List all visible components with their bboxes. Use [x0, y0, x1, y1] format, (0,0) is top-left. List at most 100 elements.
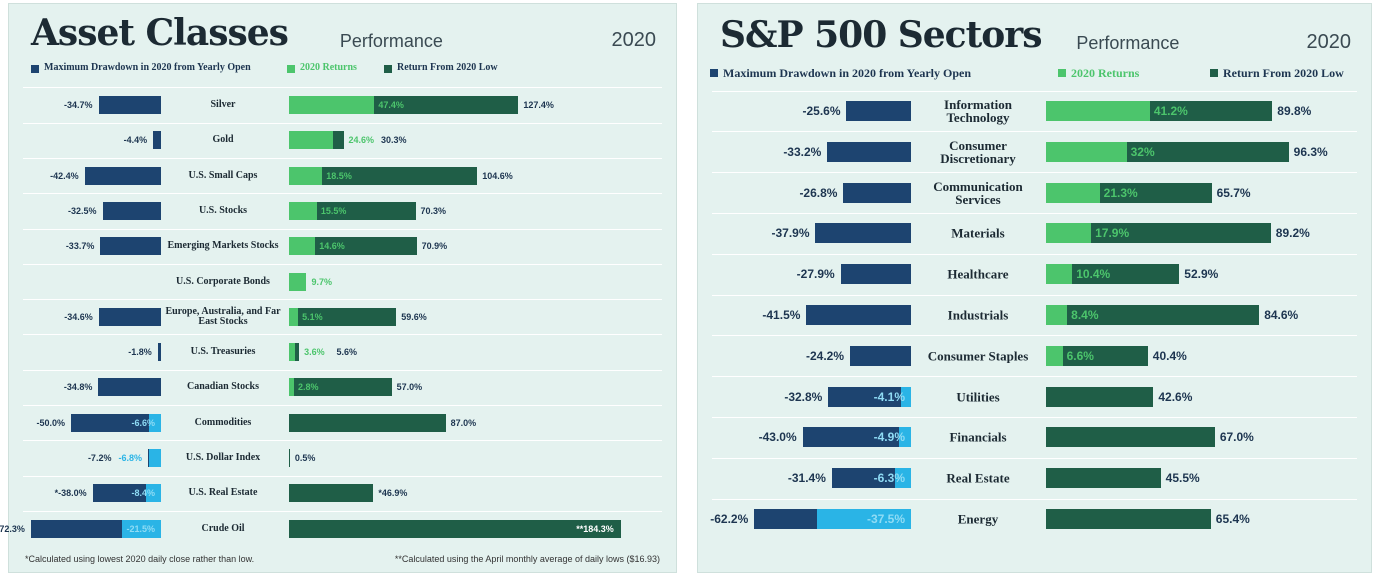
- return-bar: [1046, 141, 1127, 162]
- year: 2020: [1306, 31, 1352, 53]
- legend-label: Return From 2020 Low: [1223, 66, 1344, 80]
- return-from-low-label: **184.3%: [576, 523, 614, 534]
- return-from-low-label: 70.3%: [420, 205, 447, 216]
- return-from-low-label: 67.0%: [1219, 430, 1254, 445]
- return-from-low-label: 40.4%: [1152, 348, 1187, 363]
- chart-subtitle: Performance: [1076, 33, 1180, 53]
- category-label: Gold: [212, 134, 234, 146]
- drawdown-bar: [92, 484, 161, 503]
- drawdown-label: -24.2%: [806, 348, 845, 363]
- category-label: Communication Services: [933, 178, 1023, 207]
- legend-swatch: [1058, 69, 1066, 77]
- drawdown-label: -33.7%: [65, 241, 95, 252]
- drawdown-label: -31.4%: [787, 471, 826, 486]
- row-divider: [23, 193, 662, 195]
- return-from-low-bar: [1046, 468, 1161, 489]
- return-from-low-label: 65.7%: [1216, 185, 1251, 200]
- drawdown-bar: [802, 427, 911, 448]
- category-label: Utilities: [956, 389, 1000, 405]
- category-label: Consumer Discretionary: [940, 137, 1016, 166]
- return-label: 18.5%: [326, 170, 352, 181]
- return-label: 41.2%: [1153, 104, 1188, 118]
- return-label: 15.5%: [320, 205, 347, 216]
- drawdown-label: *-38.0%: [54, 488, 87, 499]
- row-divider: [712, 417, 1357, 418]
- return-bar: [1046, 305, 1068, 325]
- category-label: U.S. Dollar Index: [185, 452, 261, 463]
- return-from-low-label: 127.4%: [523, 100, 554, 110]
- legend-swatch: [287, 65, 295, 73]
- chart-title: S&P 500 Sectors: [720, 14, 1042, 56]
- row-divider: [712, 90, 1357, 92]
- drawdown-label: -1.8%: [128, 347, 152, 358]
- legend-label: 2020 Returns: [1071, 66, 1140, 80]
- return-label: 3.6%: [304, 347, 325, 358]
- row-divider: [23, 475, 662, 477]
- row-divider: [23, 510, 662, 512]
- row-divider: [23, 440, 662, 442]
- legend-label: Maximum Drawdown in 2020 from Yearly Ope…: [723, 66, 971, 80]
- chart-subtitle: Performance: [339, 31, 443, 51]
- row-divider: [23, 228, 662, 230]
- return-label: 6.6%: [1066, 348, 1094, 363]
- drawdown-label: -50.0%: [36, 417, 65, 428]
- drawdown-bar: [828, 386, 911, 407]
- return-bar: [1046, 182, 1100, 203]
- drawdown-label: -62.2%: [710, 512, 749, 526]
- return-bar: [289, 96, 375, 114]
- return-bar: [149, 413, 161, 432]
- return-bar: [145, 484, 161, 503]
- drawdown-label: -7.2%: [87, 453, 112, 463]
- legend-swatch: [1210, 69, 1218, 77]
- return-label: -37.5%: [866, 512, 905, 526]
- return-label: 14.6%: [319, 241, 345, 252]
- return-from-low-label: 59.6%: [401, 311, 427, 322]
- return-label: 9.7%: [311, 276, 332, 287]
- footnote: **Calculated using the April monthly ave…: [394, 554, 660, 564]
- legend-swatch: [384, 65, 392, 73]
- drawdown-label: -25.6%: [802, 104, 841, 118]
- return-bar: [148, 449, 161, 467]
- row-divider: [712, 376, 1357, 378]
- legend-label: Maximum Drawdown in 2020 from Yearly Ope…: [44, 62, 251, 73]
- return-label: 47.4%: [378, 100, 404, 110]
- return-label: 10.4%: [1076, 267, 1111, 282]
- category-label: Real Estate: [946, 470, 1010, 486]
- return-from-low-label: 0.5%: [294, 453, 316, 463]
- category-label: Commodities: [194, 416, 252, 428]
- return-from-low-bar: [1046, 386, 1154, 407]
- return-bar: [1046, 223, 1092, 244]
- drawdown-label: -37.9%: [771, 226, 810, 241]
- drawdown-bar: [98, 378, 161, 397]
- return-bar: [900, 386, 911, 407]
- drawdown-label: -33.2%: [783, 144, 822, 159]
- drawdown-bar: [827, 141, 911, 162]
- return-bar: [289, 378, 295, 397]
- return-from-low-label: 84.6%: [1264, 308, 1299, 322]
- drawdown-bar: [806, 305, 911, 325]
- category-label: Industrials: [947, 307, 1009, 323]
- return-from-low-bar: [289, 307, 397, 326]
- row-divider: [712, 213, 1357, 214]
- return-label: 5.1%: [302, 311, 323, 322]
- return-from-low-bar: [1046, 305, 1260, 325]
- return-from-low-bar: [289, 166, 478, 185]
- drawdown-bar: [843, 182, 911, 203]
- return-from-low-bar: [1046, 427, 1215, 448]
- category-label: Consumer Staples: [927, 348, 1029, 364]
- return-from-low-label: 96.3%: [1293, 144, 1328, 159]
- return-label: -21.5%: [126, 523, 155, 534]
- return-bar: [289, 272, 307, 291]
- return-from-low-label: 87.0%: [450, 417, 477, 428]
- legend-swatch: [31, 65, 39, 73]
- panel: S&P 500 Sectors Performance 2020 Maximum Dr…: [697, 3, 1372, 573]
- category-label: Energy: [957, 511, 999, 527]
- drawdown-bar: [102, 201, 161, 220]
- drawdown-label: -34.8%: [63, 382, 93, 393]
- row-divider: [23, 263, 662, 265]
- return-from-low-bar: [1046, 509, 1211, 529]
- return-from-low-label: 65.4%: [1215, 512, 1250, 526]
- drawdown-label: **-72.3%: [0, 523, 25, 534]
- row-divider: [23, 299, 662, 301]
